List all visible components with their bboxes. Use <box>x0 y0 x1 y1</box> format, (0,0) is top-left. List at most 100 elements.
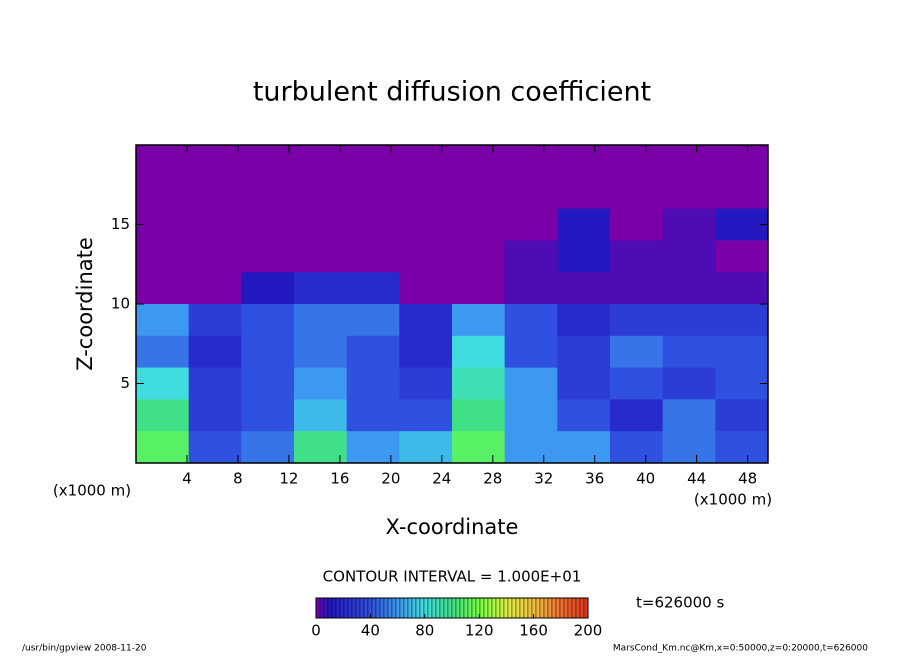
cell <box>294 208 348 241</box>
colorbar-swatch <box>455 597 461 619</box>
colorbar-swatch <box>383 597 389 619</box>
time-label: t=626000 s <box>636 594 724 612</box>
colorbar-swatch <box>535 597 541 619</box>
x-tick-label: 12 <box>279 470 298 488</box>
colorbar-swatch <box>555 597 561 619</box>
cell <box>557 431 611 464</box>
colorbar-swatch <box>439 597 445 619</box>
cell <box>188 240 242 273</box>
colorbar-swatch <box>563 597 569 619</box>
colorbar-swatch <box>351 597 357 619</box>
colorbar-swatch <box>515 597 521 619</box>
cell <box>504 176 558 210</box>
cell <box>662 240 716 273</box>
colorbar-swatch <box>375 597 381 619</box>
cell <box>346 208 400 241</box>
colorbar-swatch <box>327 597 333 619</box>
y-tick-label: 10 <box>111 295 130 313</box>
cell <box>241 399 295 432</box>
cell <box>662 145 716 178</box>
colorbar-swatch <box>363 597 369 619</box>
cell <box>452 367 506 400</box>
cell <box>399 145 453 178</box>
cell <box>504 367 558 400</box>
cell <box>241 304 295 337</box>
y-axis-label: Z-coordinate <box>73 237 97 371</box>
cell <box>662 431 716 464</box>
colorbar-swatch <box>559 597 565 619</box>
colorbar-swatch <box>483 597 489 619</box>
colorbar-swatch <box>347 597 353 619</box>
cell <box>346 304 400 337</box>
colorbar-swatch <box>459 597 465 619</box>
colorbar-tick-label: 120 <box>465 622 494 640</box>
cell <box>452 272 506 305</box>
footer-right: MarsCond_Km.nc@Km,x=0:50000,z=0:20000,t=… <box>613 644 868 654</box>
colorbar-swatch <box>435 597 441 619</box>
cell <box>662 367 716 400</box>
colorbar-swatch <box>575 597 581 619</box>
cell <box>610 304 664 337</box>
cell <box>241 176 295 210</box>
colorbar-swatch <box>567 597 573 619</box>
cell <box>610 240 664 273</box>
cell <box>662 176 716 210</box>
colorbar-swatch <box>447 597 453 619</box>
cell <box>136 399 190 432</box>
colorbar-swatch <box>511 597 517 619</box>
colorbar-tick-label: 160 <box>519 622 548 640</box>
cell <box>715 367 769 400</box>
cell <box>662 304 716 337</box>
x-tick-label: 36 <box>585 470 604 488</box>
cell <box>610 176 664 210</box>
cell <box>241 145 295 178</box>
cell <box>715 176 769 210</box>
cell <box>557 208 611 241</box>
colorbar-swatch <box>359 597 365 619</box>
cell <box>452 240 506 273</box>
cell <box>504 208 558 241</box>
cell <box>557 304 611 337</box>
cell <box>399 272 453 305</box>
cell <box>136 367 190 400</box>
cell <box>452 145 506 178</box>
colorbar-swatch <box>387 597 393 619</box>
cell <box>557 272 611 305</box>
colorbar-swatch <box>495 597 501 619</box>
cell <box>136 208 190 241</box>
cell <box>294 272 348 305</box>
cell <box>662 335 716 369</box>
cell <box>715 304 769 337</box>
colorbar-swatch <box>467 597 473 619</box>
cell <box>610 272 664 305</box>
cell <box>557 367 611 400</box>
colorbar-frame <box>315 597 589 619</box>
cell <box>346 272 400 305</box>
cell <box>346 367 400 400</box>
cell <box>715 145 769 178</box>
cell <box>452 208 506 241</box>
colorbar-swatch <box>539 597 545 619</box>
x-tick-label: 44 <box>687 470 706 488</box>
colorbar-swatch <box>499 597 505 619</box>
colorbar-swatch <box>371 597 377 619</box>
colorbar-swatch <box>319 597 325 619</box>
cell <box>610 208 664 241</box>
cell <box>136 272 190 305</box>
colorbar-swatch <box>551 597 557 619</box>
cell <box>346 431 400 464</box>
cell <box>188 208 242 241</box>
cell <box>294 145 348 178</box>
colorbar-swatch <box>379 597 385 619</box>
colorbar-swatch <box>403 597 409 619</box>
cell <box>399 176 453 210</box>
colorbar-swatch <box>315 597 321 619</box>
x-tick-label: 28 <box>483 470 502 488</box>
colorbar-swatch <box>523 597 529 619</box>
colorbar-tick-label: 200 <box>574 622 603 640</box>
cell <box>346 399 400 432</box>
colorbar-swatch <box>339 597 345 619</box>
colorbar-swatch <box>431 597 437 619</box>
colorbar-swatch <box>399 597 405 619</box>
